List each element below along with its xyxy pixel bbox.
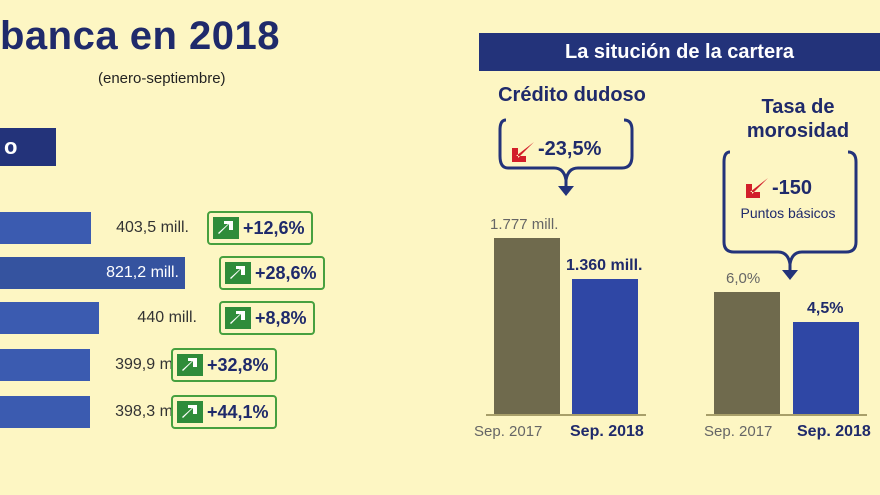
up-arrow-icon (225, 262, 251, 284)
change-label: +28,6% (255, 262, 317, 283)
change-label: +12,6% (243, 217, 305, 238)
data-label: 403,5 mill. (116, 219, 189, 236)
panel-title-credito: Crédito dudoso (498, 84, 646, 106)
x-tick-label: Sep. 2017 (704, 423, 773, 440)
baseline (486, 414, 646, 416)
bar (0, 212, 91, 244)
change-label: +8,8% (255, 307, 307, 328)
panel-title-morosidad: Tasa de morosidad (746, 96, 850, 142)
x-tick-label: Sep. 2017 (474, 423, 543, 440)
change-badge: +44,1% (171, 395, 277, 429)
down-arrow-icon-credito (512, 140, 536, 162)
chart-subtitle: (enero-septiembre) (98, 70, 226, 87)
left-section-header: o (0, 128, 56, 166)
bar (0, 302, 99, 334)
data-label: 440 mill. (137, 309, 197, 326)
brace-credito (498, 118, 634, 196)
baseline (706, 414, 867, 416)
data-label: 399,9 mill. (115, 356, 188, 373)
chart-title: banca en 2018 (0, 14, 280, 58)
up-arrow-icon (213, 217, 239, 239)
data-label: 4,5% (807, 300, 844, 317)
change-note-morosidad: Puntos básicos (740, 205, 836, 221)
bar (494, 238, 560, 414)
x-tick-label: Sep. 2018 (797, 423, 871, 440)
bar (0, 349, 90, 381)
down-arrow-icon-morosidad (746, 176, 770, 198)
change-badge: +32,8% (171, 348, 277, 382)
bar (0, 396, 90, 428)
up-arrow-icon (177, 401, 203, 423)
bar (714, 292, 780, 414)
up-arrow-icon (177, 354, 203, 376)
change-badge: +28,6% (219, 256, 325, 290)
data-label: 398,3 mill. (115, 403, 188, 420)
data-label: 1.360 mill. (566, 257, 643, 274)
change-morosidad: -150 (772, 177, 813, 199)
change-credito: -23,5% (538, 138, 602, 160)
change-badge: +12,6% (207, 211, 313, 245)
bar (0, 257, 185, 289)
change-badge: +8,8% (219, 301, 315, 335)
change-label: +44,1% (207, 401, 269, 422)
data-label: 1.777 mill. (490, 216, 559, 233)
data-label: 6,0% (726, 270, 761, 287)
brace-morosidad (722, 150, 858, 280)
x-tick-label: Sep. 2018 (570, 423, 644, 440)
up-arrow-icon (225, 307, 251, 329)
change-label: +32,8% (207, 354, 269, 375)
bar (793, 322, 859, 414)
right-section-header: La situción de la cartera (479, 33, 880, 71)
bar (572, 279, 638, 414)
data-label: 821,2 mill. (106, 264, 179, 281)
